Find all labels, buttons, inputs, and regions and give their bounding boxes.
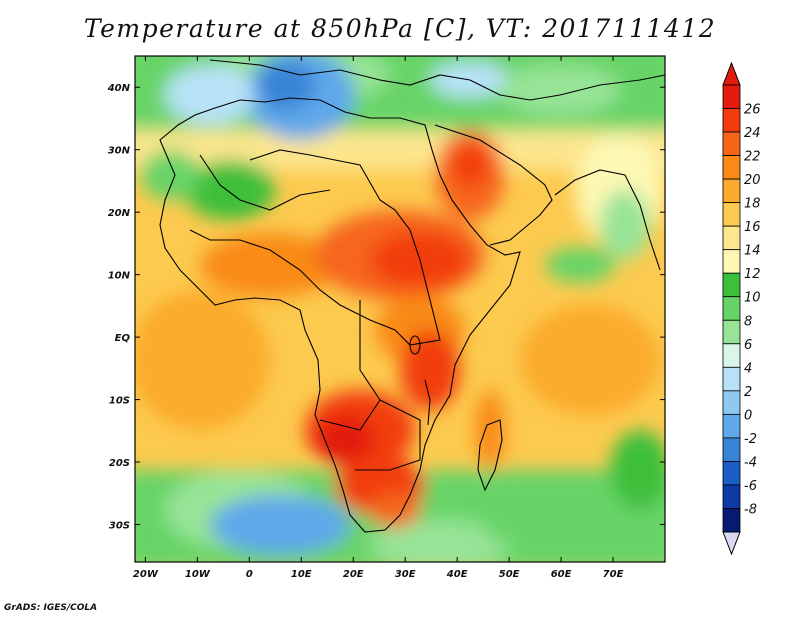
colorbar-bin	[722, 155, 741, 180]
colorbar-label: 22	[744, 150, 761, 165]
temperature-field	[135, 56, 665, 562]
colorbar-bin	[722, 366, 741, 392]
colorbar-label: -2	[744, 432, 757, 447]
lat-label: 40N	[107, 83, 131, 94]
colorbar-label: 0	[744, 408, 752, 423]
lon-label: 10E	[291, 569, 312, 580]
colorbar-bin	[722, 108, 741, 133]
colorbar-label: 10	[744, 291, 761, 306]
colorbar-label: 20	[744, 173, 761, 188]
colorbar-label: 24	[744, 126, 761, 141]
colorbar-bottom-arrow	[722, 531, 741, 556]
lat-label: 20N	[108, 208, 131, 219]
colorbar-label: -4	[744, 455, 757, 470]
map-title: Temperature at 850hPa [C], VT: 201711141…	[83, 14, 717, 43]
colorbar-bin	[722, 296, 741, 321]
colorbar-bin	[722, 249, 741, 274]
colorbar-bin	[722, 343, 741, 368]
colorbar-bin	[722, 508, 741, 533]
colorbar-bin	[722, 84, 741, 109]
colorbar-label: 18	[744, 197, 761, 212]
lat-label: 30S	[109, 521, 130, 532]
lat-label: 30N	[108, 146, 131, 157]
lat-label: 20S	[109, 458, 130, 469]
colorbar-label: 16	[744, 220, 761, 235]
lon-label: 70E	[603, 569, 624, 580]
lon-label: 60E	[551, 569, 572, 580]
colorbar-bin	[722, 413, 741, 439]
colorbar-bin	[722, 390, 741, 415]
lon-label: 20W	[133, 569, 159, 580]
colorbar-label: 8	[744, 314, 752, 329]
lon-label: 50E	[499, 569, 520, 580]
colorbar-bin	[722, 225, 741, 251]
colorbar-label: 12	[744, 267, 761, 282]
colorbar-label: -6	[744, 479, 757, 494]
lon-label: 0	[246, 569, 253, 580]
colorbar-bin	[722, 484, 741, 509]
colorbar-label: 6	[744, 338, 752, 353]
colorbar-label: -8	[744, 502, 757, 517]
lon-label: 10W	[185, 569, 211, 580]
colorbar-bin	[722, 272, 741, 298]
colorbar-label: 14	[744, 244, 761, 259]
colorbar-label: 2	[744, 385, 752, 400]
lat-label: 10S	[109, 396, 130, 407]
colorbar-bin	[722, 131, 741, 156]
colorbar-label: 26	[744, 103, 761, 118]
lat-label: 10N	[108, 271, 131, 282]
coastlines	[159, 59, 665, 533]
lat-label: EQ	[115, 333, 131, 344]
plot-frame	[134, 55, 666, 563]
colorbar-label: 4	[744, 361, 752, 376]
lon-label: 30E	[395, 569, 416, 580]
lon-label: 20E	[343, 569, 364, 580]
colorbar-bin	[722, 461, 741, 486]
lon-label: 40E	[446, 569, 468, 580]
colorbar-bin	[722, 178, 741, 204]
colorbar-bin	[722, 202, 741, 227]
colorbar-top-arrow	[722, 61, 741, 86]
credit-text: GrADS: IGES/COLA	[4, 603, 98, 613]
colorbar-bin	[722, 437, 741, 462]
map-axes: 40N 30N 20N 10N EQ 10S 20S 30S 20W 10W 0 10E 20E 30E 4…	[107, 56, 665, 580]
colorbar-bin	[722, 319, 741, 345]
